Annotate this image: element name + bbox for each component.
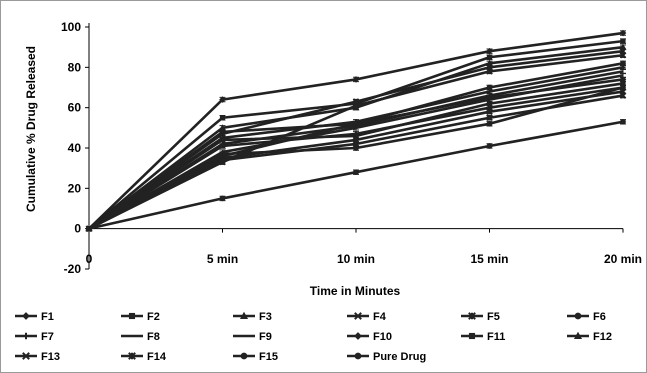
legend-marker (239, 311, 249, 320)
data-point (352, 76, 360, 83)
legend-item: F14 (121, 351, 167, 363)
legend-marker (22, 352, 30, 360)
y-tick-label: 100 (61, 20, 81, 34)
data-point (619, 29, 627, 37)
legend-item: F9 (233, 331, 272, 343)
data-point (486, 114, 493, 122)
legend-marker (128, 312, 136, 320)
series-f1 (85, 29, 627, 232)
legend-label: F12 (593, 331, 612, 343)
legend: F1 F2 F3 F4 F5 F6 F7 F8 F9 F10 F11 F12 F13 F14 F15 Pure… (15, 311, 612, 363)
data-point (486, 120, 493, 127)
legend-marker (128, 352, 136, 360)
x-tick-label: 20 min (604, 252, 642, 266)
y-tick-label: 80 (68, 60, 82, 74)
legend-marker (22, 312, 30, 320)
x-tick-label: 15 min (470, 252, 508, 266)
data-point (620, 84, 626, 91)
data-point (86, 225, 92, 232)
data-point (352, 130, 360, 137)
legend-label: F7 (41, 331, 54, 343)
legend-label: F1 (41, 311, 54, 323)
data-point (486, 68, 493, 75)
x-tick-label: 0 (86, 252, 93, 266)
legend-item: F5 (461, 311, 500, 323)
y-axis-title: Cumulative % Drug Released (24, 46, 38, 212)
legend-label: F15 (259, 351, 278, 363)
data-point (219, 115, 226, 121)
data-point (486, 108, 493, 116)
legend-label: Pure Drug (373, 351, 426, 363)
legend-label: F4 (373, 311, 387, 323)
data-point (352, 120, 360, 128)
legend-marker (573, 331, 583, 340)
series-line (88, 90, 624, 230)
data-point (619, 51, 627, 59)
legend-marker (22, 332, 30, 340)
data-point (486, 54, 493, 60)
y-tick-label: 0 (74, 222, 81, 236)
legend-label: F8 (147, 331, 160, 343)
legend-label: F3 (259, 311, 272, 323)
legend-item: F2 (121, 311, 160, 323)
axes: -20 0 20 40 60 80 100 0 5 min 10 min 15 min 20 min (61, 20, 642, 276)
data-point (486, 47, 493, 55)
legend-label: F5 (487, 311, 500, 323)
data-point (219, 195, 226, 202)
legend-label: F14 (147, 351, 167, 363)
data-point (219, 156, 226, 164)
legend-item: F7 (15, 331, 54, 343)
data-point (219, 142, 226, 149)
legend-label: F9 (259, 331, 272, 343)
legend-item: F4 (347, 311, 387, 323)
legend-marker (354, 312, 362, 320)
y-tick-label: 60 (68, 101, 82, 115)
x-tick-label: 10 min (337, 252, 375, 266)
data-point (353, 145, 359, 151)
x-axis-title: Time in Minutes (310, 284, 401, 298)
data-point (352, 102, 360, 109)
legend-marker (354, 332, 362, 340)
series-pure-drug (86, 118, 626, 232)
data-point (486, 94, 493, 101)
y-tick-label: 40 (68, 141, 82, 155)
data-point (620, 38, 626, 44)
data-point (219, 96, 226, 103)
legend-item: F3 (233, 311, 272, 323)
data-point (353, 169, 359, 176)
data-point (486, 143, 493, 149)
legend-item: F1 (15, 311, 54, 323)
y-tick-label: 20 (68, 181, 82, 195)
legend-item: F15 (233, 351, 278, 363)
legend-item: F10 (347, 331, 392, 343)
legend-label: F2 (147, 311, 160, 323)
legend-marker (354, 352, 362, 360)
series-layer (85, 29, 627, 232)
data-point (619, 92, 627, 99)
legend-marker (240, 352, 248, 360)
legend-marker (468, 332, 476, 340)
data-point (219, 151, 226, 157)
legend-item: F6 (567, 311, 606, 323)
legend-item: F11 (461, 331, 505, 343)
legend-item: F8 (121, 331, 160, 343)
legend-item: F13 (15, 351, 60, 363)
legend-label: F11 (487, 331, 505, 343)
legend-label: F6 (593, 311, 606, 323)
data-point (620, 118, 626, 125)
legend-item: Pure Drug (347, 351, 426, 363)
data-point (219, 128, 226, 136)
y-tick-label: -20 (64, 262, 82, 276)
x-tick-label: 5 min (207, 252, 238, 266)
legend-item: F12 (567, 331, 612, 343)
legend-label: F13 (41, 351, 60, 363)
legend-marker (468, 312, 476, 320)
data-point (219, 137, 226, 143)
legend-marker (574, 312, 582, 320)
legend-label: F10 (373, 331, 392, 343)
